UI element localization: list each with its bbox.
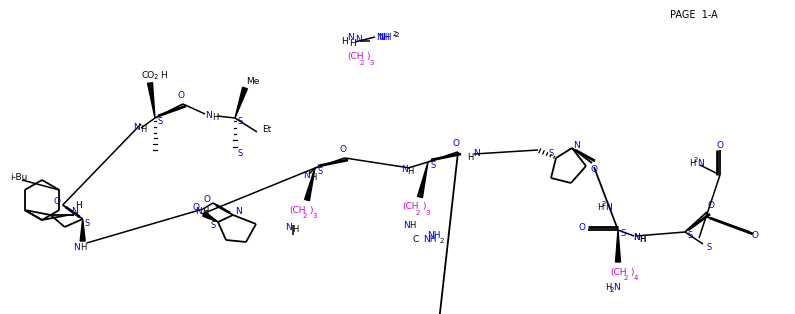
Text: H: H <box>202 208 208 216</box>
Text: O: O <box>192 203 200 213</box>
Text: 2: 2 <box>395 32 399 38</box>
Text: 2: 2 <box>303 213 307 219</box>
Text: ): ) <box>366 52 370 62</box>
Text: N: N <box>355 35 362 44</box>
Text: 4: 4 <box>634 275 638 281</box>
Text: N: N <box>401 165 407 175</box>
Text: N: N <box>605 203 611 213</box>
Text: O: O <box>53 197 60 205</box>
Text: H: H <box>342 37 348 46</box>
Text: S: S <box>238 149 242 158</box>
Text: S: S <box>211 220 215 230</box>
Text: 2: 2 <box>393 31 398 37</box>
Text: C: C <box>413 235 419 243</box>
Text: N: N <box>73 242 80 252</box>
Text: NH: NH <box>423 235 436 243</box>
Text: O: O <box>591 165 598 174</box>
Text: 2: 2 <box>416 210 421 216</box>
Text: H: H <box>211 112 218 122</box>
Text: N: N <box>633 234 639 242</box>
Text: H: H <box>350 39 356 47</box>
Polygon shape <box>615 230 621 262</box>
Text: O: O <box>579 224 585 232</box>
Text: N: N <box>633 234 639 242</box>
Text: N: N <box>72 208 79 216</box>
Text: S: S <box>238 117 242 127</box>
Text: 2: 2 <box>360 60 364 66</box>
Text: H: H <box>639 235 646 243</box>
Polygon shape <box>80 219 85 241</box>
Text: NH: NH <box>378 33 392 41</box>
Text: (CH: (CH <box>402 203 418 212</box>
Polygon shape <box>148 83 155 118</box>
Text: ): ) <box>422 203 425 212</box>
Text: 2: 2 <box>602 201 606 207</box>
Text: 2: 2 <box>610 287 615 293</box>
Text: O: O <box>708 202 715 210</box>
Text: H: H <box>75 202 81 210</box>
Text: 2: 2 <box>153 74 158 80</box>
Text: Et: Et <box>262 126 272 134</box>
Text: S: S <box>157 117 163 127</box>
Text: 3: 3 <box>426 210 430 216</box>
Text: H: H <box>688 159 695 167</box>
Polygon shape <box>235 87 247 118</box>
Text: N: N <box>402 220 409 230</box>
Text: NH: NH <box>376 33 390 41</box>
Text: H: H <box>160 71 167 79</box>
Text: H: H <box>639 235 646 243</box>
Text: S: S <box>549 149 553 158</box>
Text: O: O <box>716 140 723 149</box>
Text: H: H <box>292 225 298 234</box>
Text: CO: CO <box>142 71 155 79</box>
Text: 2: 2 <box>694 157 698 163</box>
Text: N: N <box>235 208 242 216</box>
Text: H: H <box>467 153 473 161</box>
Text: S: S <box>707 243 712 252</box>
Text: H: H <box>80 243 87 252</box>
Text: N: N <box>574 140 580 149</box>
Text: S: S <box>688 231 692 241</box>
Text: S: S <box>620 230 626 239</box>
Polygon shape <box>304 168 315 201</box>
Text: N: N <box>206 111 212 121</box>
Text: H: H <box>310 172 316 181</box>
Text: (CH: (CH <box>610 268 626 277</box>
Text: i-Bu: i-Bu <box>10 174 27 182</box>
Text: O: O <box>452 139 460 149</box>
Text: O: O <box>204 194 211 203</box>
Text: 2: 2 <box>440 238 444 244</box>
Text: H: H <box>140 124 146 133</box>
Polygon shape <box>417 162 428 198</box>
Text: H: H <box>407 166 413 176</box>
Text: O: O <box>177 91 184 100</box>
Text: H: H <box>597 203 603 213</box>
Text: ): ) <box>630 268 634 277</box>
Text: ): ) <box>309 205 312 214</box>
Text: O: O <box>751 230 758 240</box>
Text: S: S <box>84 219 89 228</box>
Text: Me: Me <box>246 78 260 86</box>
Text: 2: 2 <box>624 275 628 281</box>
Text: N: N <box>134 123 141 133</box>
Text: N: N <box>304 171 310 181</box>
Text: N: N <box>347 33 353 41</box>
Polygon shape <box>203 212 218 222</box>
Text: NH: NH <box>427 230 440 240</box>
Text: 3: 3 <box>370 60 374 66</box>
Text: H: H <box>409 221 415 230</box>
Text: N: N <box>696 159 704 167</box>
Text: (CH: (CH <box>347 52 363 62</box>
Text: (CH: (CH <box>289 205 305 214</box>
Text: N: N <box>196 207 203 215</box>
Text: O: O <box>339 145 347 154</box>
Text: N: N <box>472 149 479 159</box>
Text: S: S <box>430 160 436 170</box>
Text: N: N <box>613 284 619 293</box>
Text: 3: 3 <box>312 213 317 219</box>
Text: S: S <box>317 166 323 176</box>
Text: H: H <box>605 284 611 293</box>
Text: N: N <box>285 224 293 232</box>
Text: PAGE  1-A: PAGE 1-A <box>670 10 718 20</box>
